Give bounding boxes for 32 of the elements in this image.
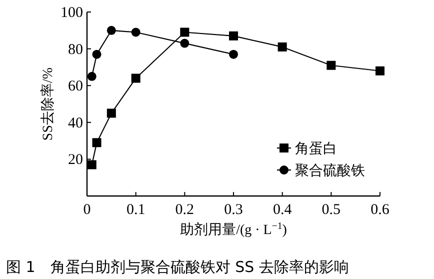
x-tick-label: 0.3 [224, 202, 243, 218]
x-tick-label: 0.2 [175, 202, 194, 218]
y-tick-label: 40 [68, 115, 83, 132]
x-tick-label: 0 [83, 202, 91, 218]
legend-label: 聚合硫酸铁 [295, 163, 365, 179]
point [180, 28, 190, 37]
point [278, 42, 287, 52]
point [106, 108, 116, 118]
point [229, 31, 238, 40]
x-tick-label: 0.4 [272, 202, 292, 218]
legend-label: 角蛋白 [295, 141, 337, 157]
point [131, 74, 140, 83]
y-axis-title: SS去除率/% [40, 67, 56, 141]
x-axis-title: 助剂用量/(g · L$^{−1}$) [180, 220, 288, 238]
point [229, 50, 238, 59]
y-tick-label: 80 [68, 42, 83, 58]
y-tick-label: 100 [60, 5, 83, 21]
point [87, 160, 96, 170]
y-tick-label: 20 [68, 152, 83, 168]
point [87, 72, 96, 81]
point [376, 66, 384, 76]
point [180, 38, 190, 48]
y-tick-label: 60 [68, 78, 83, 95]
point [92, 138, 102, 148]
caption: 图 1 角蛋白助剂与聚合硫酸铁对 SS 去除率的影响 [6, 258, 349, 276]
x-tick-label: 0.5 [322, 202, 341, 218]
point [326, 60, 336, 70]
x-tick-label: 0.1 [126, 202, 146, 218]
point [92, 50, 102, 59]
point [131, 28, 140, 37]
x-tick-label: 0.6 [370, 202, 390, 218]
point [106, 26, 116, 35]
